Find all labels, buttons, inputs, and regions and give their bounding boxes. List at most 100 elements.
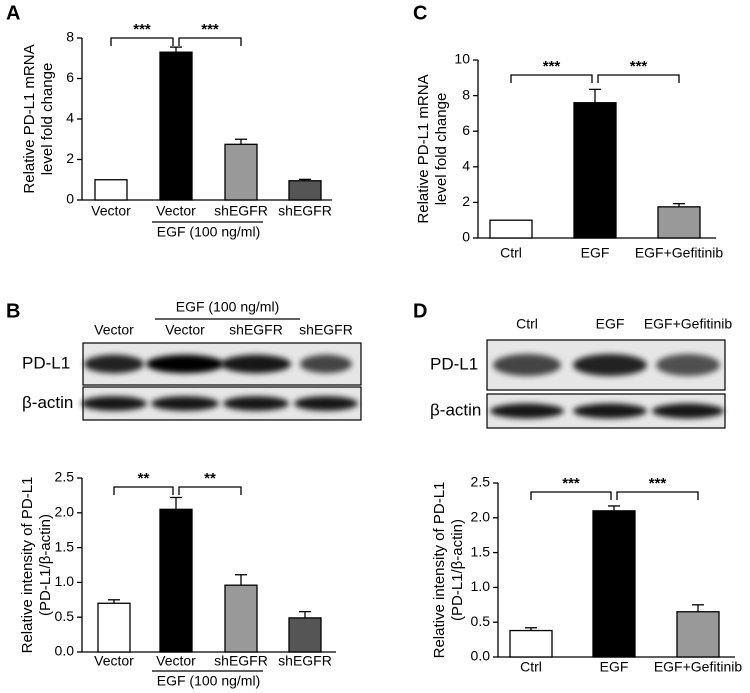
blot-band bbox=[221, 354, 291, 374]
lane-label: shEGFR bbox=[299, 322, 353, 338]
y-axis-label: level fold change bbox=[39, 63, 56, 176]
lane-label: Vector bbox=[94, 322, 134, 338]
x-tick-label: shEGFR bbox=[214, 203, 268, 219]
bar bbox=[224, 143, 258, 201]
bar bbox=[159, 51, 193, 201]
blot-band bbox=[573, 403, 647, 419]
y-tick-label: 2.5 bbox=[471, 474, 491, 490]
y-tick-label: 0.0 bbox=[471, 648, 491, 664]
blot-band bbox=[223, 396, 289, 411]
blot-band bbox=[146, 354, 224, 374]
blot-row-label: PD-L1 bbox=[430, 354, 478, 373]
significance-bracket bbox=[530, 491, 612, 500]
bar bbox=[288, 180, 322, 201]
blot-band bbox=[300, 354, 352, 374]
panel-letter: D bbox=[413, 300, 427, 322]
lane-label: Vector bbox=[165, 322, 205, 338]
significance-bracket bbox=[178, 37, 242, 46]
significance-label: *** bbox=[562, 475, 580, 492]
y-tick-label: 0 bbox=[66, 191, 74, 207]
significance-bracket bbox=[110, 37, 174, 46]
y-tick-label: 0.5 bbox=[55, 608, 75, 624]
x-tick-label: Vector bbox=[156, 203, 196, 219]
y-tick-label: 2 bbox=[462, 193, 470, 209]
x-tick-label: Vector bbox=[94, 653, 134, 669]
y-tick-label: 6 bbox=[462, 122, 470, 138]
significance-label: ** bbox=[204, 470, 216, 487]
x-tick-label: Ctrl bbox=[520, 659, 542, 675]
x-tick-label: Vector bbox=[156, 653, 196, 669]
significance-label: ** bbox=[138, 470, 150, 487]
blot-band bbox=[294, 396, 358, 411]
blot-band bbox=[493, 354, 561, 376]
y-tick-label: 2.0 bbox=[471, 509, 491, 525]
blot-row-label: β-actin bbox=[430, 400, 481, 419]
blot-band bbox=[573, 354, 647, 376]
significance-bracket bbox=[616, 491, 699, 500]
bar bbox=[489, 219, 533, 239]
x-tick-label: Vector bbox=[91, 203, 131, 219]
significance-label: *** bbox=[133, 21, 151, 38]
significance-label: *** bbox=[543, 58, 561, 75]
y-axis-label: Relative PD-L1 mRNA bbox=[21, 44, 38, 193]
significance-bracket bbox=[597, 74, 680, 83]
bar bbox=[159, 508, 193, 653]
y-tick-label: 1.0 bbox=[55, 573, 75, 589]
y-axis-label: Relative intensity of PD-L1 bbox=[19, 477, 36, 654]
bar bbox=[676, 611, 720, 658]
y-tick-label: 2 bbox=[66, 150, 74, 166]
blot-row-label: β-actin bbox=[22, 393, 73, 412]
bar bbox=[94, 179, 128, 201]
y-tick-label: 4 bbox=[462, 158, 470, 174]
bar bbox=[509, 629, 553, 658]
y-tick-label: 8 bbox=[66, 29, 74, 45]
significance-label: *** bbox=[201, 21, 219, 38]
y-axis-label: Relative intensity of PD-L1 bbox=[431, 482, 448, 659]
x-tick-label: shEGFR bbox=[214, 653, 268, 669]
x-tick-label: shEGFR bbox=[278, 653, 332, 669]
group-label: EGF (100 ng/ml) bbox=[157, 673, 260, 689]
blot-band bbox=[84, 354, 144, 374]
y-tick-label: 0 bbox=[462, 229, 470, 245]
y-tick-label: 10 bbox=[454, 51, 470, 67]
blot-band bbox=[490, 403, 564, 419]
y-tick-label: 0.0 bbox=[55, 643, 75, 659]
group-label: EGF (100 ng/ml) bbox=[157, 224, 260, 240]
panel-letter: B bbox=[6, 300, 20, 322]
significance-label: *** bbox=[630, 58, 648, 75]
y-tick-label: 2.0 bbox=[55, 504, 75, 520]
y-tick-label: 1.5 bbox=[55, 538, 75, 554]
bar bbox=[224, 584, 258, 653]
blot-band bbox=[652, 403, 724, 419]
y-axis-label: Relative PD-L1 mRNA bbox=[415, 74, 432, 223]
significance-bracket bbox=[510, 74, 593, 83]
panel-letter: A bbox=[6, 2, 20, 24]
y-axis-label: (PD-L1/β-actin) bbox=[449, 519, 466, 621]
y-axis-label: (PD-L1/β-actin) bbox=[37, 514, 54, 616]
y-tick-label: 6 bbox=[66, 69, 74, 85]
y-tick-label: 1.5 bbox=[471, 543, 491, 559]
x-tick-label: EGF bbox=[581, 245, 610, 261]
bar bbox=[592, 510, 636, 658]
significance-label: *** bbox=[649, 475, 667, 492]
bar bbox=[97, 602, 131, 653]
y-tick-label: 1.0 bbox=[471, 578, 491, 594]
lane-label: Ctrl bbox=[516, 316, 538, 332]
y-tick-label: 0.5 bbox=[471, 613, 491, 629]
group-label: EGF (100 ng/ml) bbox=[176, 299, 279, 315]
significance-bracket bbox=[178, 486, 242, 495]
x-tick-label: EGF bbox=[600, 659, 629, 675]
blot-band bbox=[81, 396, 147, 411]
panel-letter: C bbox=[413, 2, 427, 24]
bar bbox=[657, 206, 701, 239]
y-tick-label: 8 bbox=[462, 86, 470, 102]
significance-bracket bbox=[113, 486, 174, 495]
y-tick-label: 2.5 bbox=[55, 469, 75, 485]
lane-label: shEGFR bbox=[229, 322, 283, 338]
bar bbox=[288, 617, 322, 653]
blot-band bbox=[656, 354, 720, 376]
x-tick-label: EGF+Gefitinib bbox=[635, 245, 724, 261]
x-tick-label: Ctrl bbox=[500, 245, 522, 261]
bar bbox=[573, 102, 617, 239]
